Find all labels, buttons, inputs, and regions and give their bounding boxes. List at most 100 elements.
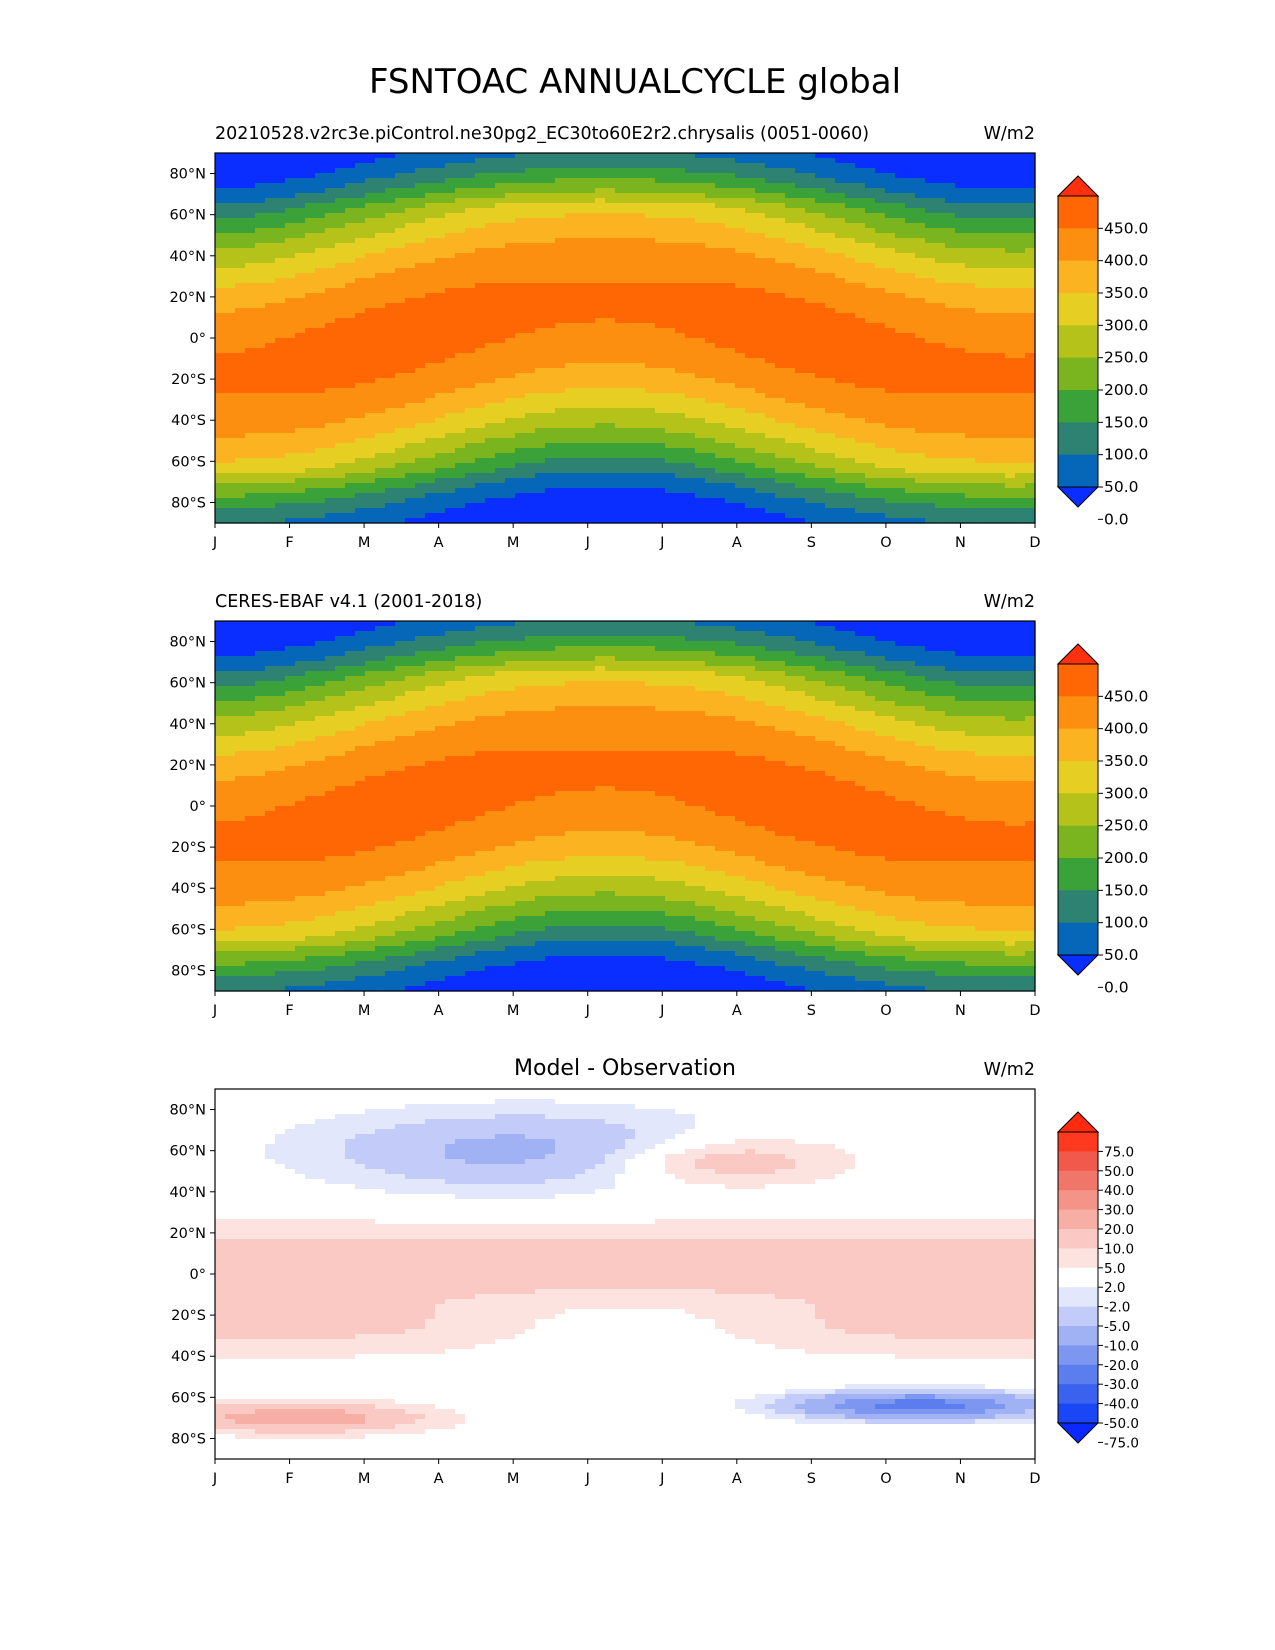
contour-cell	[625, 323, 636, 329]
contour-cell	[715, 353, 726, 359]
contour-cell	[345, 158, 356, 164]
contour-cell	[245, 158, 256, 164]
contour-cell	[245, 208, 256, 214]
contour-cell	[825, 323, 836, 329]
contour-cell	[715, 513, 726, 519]
contour-cell	[815, 318, 826, 324]
contour-cell	[525, 493, 536, 499]
contour-cell	[865, 503, 876, 509]
contour-cell	[215, 413, 226, 419]
contour-cell	[785, 483, 796, 489]
contour-cell	[265, 388, 276, 394]
contour-cell	[655, 458, 666, 464]
contour-cell	[565, 513, 576, 519]
contour-cell	[745, 408, 756, 414]
contour-cell	[765, 158, 776, 164]
contour-cell	[295, 298, 306, 304]
contour-cell	[755, 203, 766, 209]
contour-cell	[455, 168, 466, 174]
contour-cell	[395, 448, 406, 454]
contour-cell	[325, 163, 336, 169]
contour-cell	[605, 348, 616, 354]
contour-cell	[595, 498, 606, 504]
contour-cell	[505, 393, 516, 399]
contour-cell	[575, 428, 586, 434]
contour-cell	[335, 373, 346, 379]
contour-cell	[415, 168, 426, 174]
contour-cell	[315, 403, 326, 409]
contour-cell	[755, 198, 766, 204]
contour-cell	[665, 268, 676, 274]
contour-cell	[655, 258, 666, 264]
contour-cell	[395, 513, 406, 519]
contour-cell	[785, 228, 796, 234]
contour-cell	[845, 473, 856, 479]
contour-cell	[255, 223, 266, 229]
contour-cell	[825, 298, 836, 304]
contour-cell	[295, 173, 306, 179]
contour-cell	[805, 443, 816, 449]
contour-cell	[705, 413, 716, 419]
contour-cell	[285, 458, 296, 464]
contour-cell	[465, 158, 476, 164]
contour-cell	[215, 233, 226, 239]
contour-cell	[295, 468, 306, 474]
contour-cell	[225, 193, 236, 199]
contour-cell	[615, 313, 626, 319]
contour-cell	[775, 488, 786, 494]
contour-cell	[805, 473, 816, 479]
contour-cell	[245, 218, 256, 224]
contour-cell	[395, 508, 406, 514]
contour-cell	[625, 373, 636, 379]
contour-cell	[235, 458, 246, 464]
contour-cell	[545, 493, 556, 499]
contour-cell	[435, 368, 446, 374]
contour-cell	[545, 213, 556, 219]
contour-cell	[705, 238, 716, 244]
contour-cell	[605, 418, 616, 424]
contour-cell	[425, 413, 436, 419]
contour-cell	[275, 483, 286, 489]
contour-cell	[755, 253, 766, 259]
contour-cell	[715, 363, 726, 369]
contour-cell	[475, 228, 486, 234]
contour-cell	[395, 313, 406, 319]
contour-cell	[415, 338, 426, 344]
contour-cell	[445, 378, 456, 384]
contour-cell	[815, 433, 826, 439]
contour-cell	[445, 178, 456, 184]
contour-cell	[635, 468, 646, 474]
contour-cell	[295, 368, 306, 374]
contour-cell	[375, 213, 386, 219]
contour-cell	[465, 173, 476, 179]
contour-cell	[265, 483, 276, 489]
contour-cell	[855, 233, 866, 239]
contour-cell	[555, 308, 566, 314]
contour-cell	[665, 388, 676, 394]
contour-cell	[835, 383, 846, 389]
contour-cell	[605, 318, 616, 324]
contour-cell	[585, 378, 596, 384]
contour-cell	[675, 323, 686, 329]
contour-cell	[435, 338, 446, 344]
contour-cell	[345, 393, 356, 399]
contour-cell	[565, 178, 576, 184]
contour-cell	[465, 283, 476, 289]
contour-cell	[645, 258, 656, 264]
contour-cell	[595, 338, 606, 344]
contour-cell	[325, 328, 336, 334]
contour-cell	[445, 318, 456, 324]
contour-cell	[505, 418, 516, 424]
contour-cell	[515, 493, 526, 499]
contour-cell	[835, 158, 846, 164]
contour-cell	[375, 268, 386, 274]
contour-cell	[775, 338, 786, 344]
contour-cell	[775, 248, 786, 254]
contour-cell	[865, 478, 876, 484]
contour-cell	[295, 308, 306, 314]
contour-cell	[585, 248, 596, 254]
contour-cell	[655, 413, 666, 419]
contour-cell	[705, 483, 716, 489]
contour-cell	[715, 188, 726, 194]
contour-cell	[845, 403, 856, 409]
